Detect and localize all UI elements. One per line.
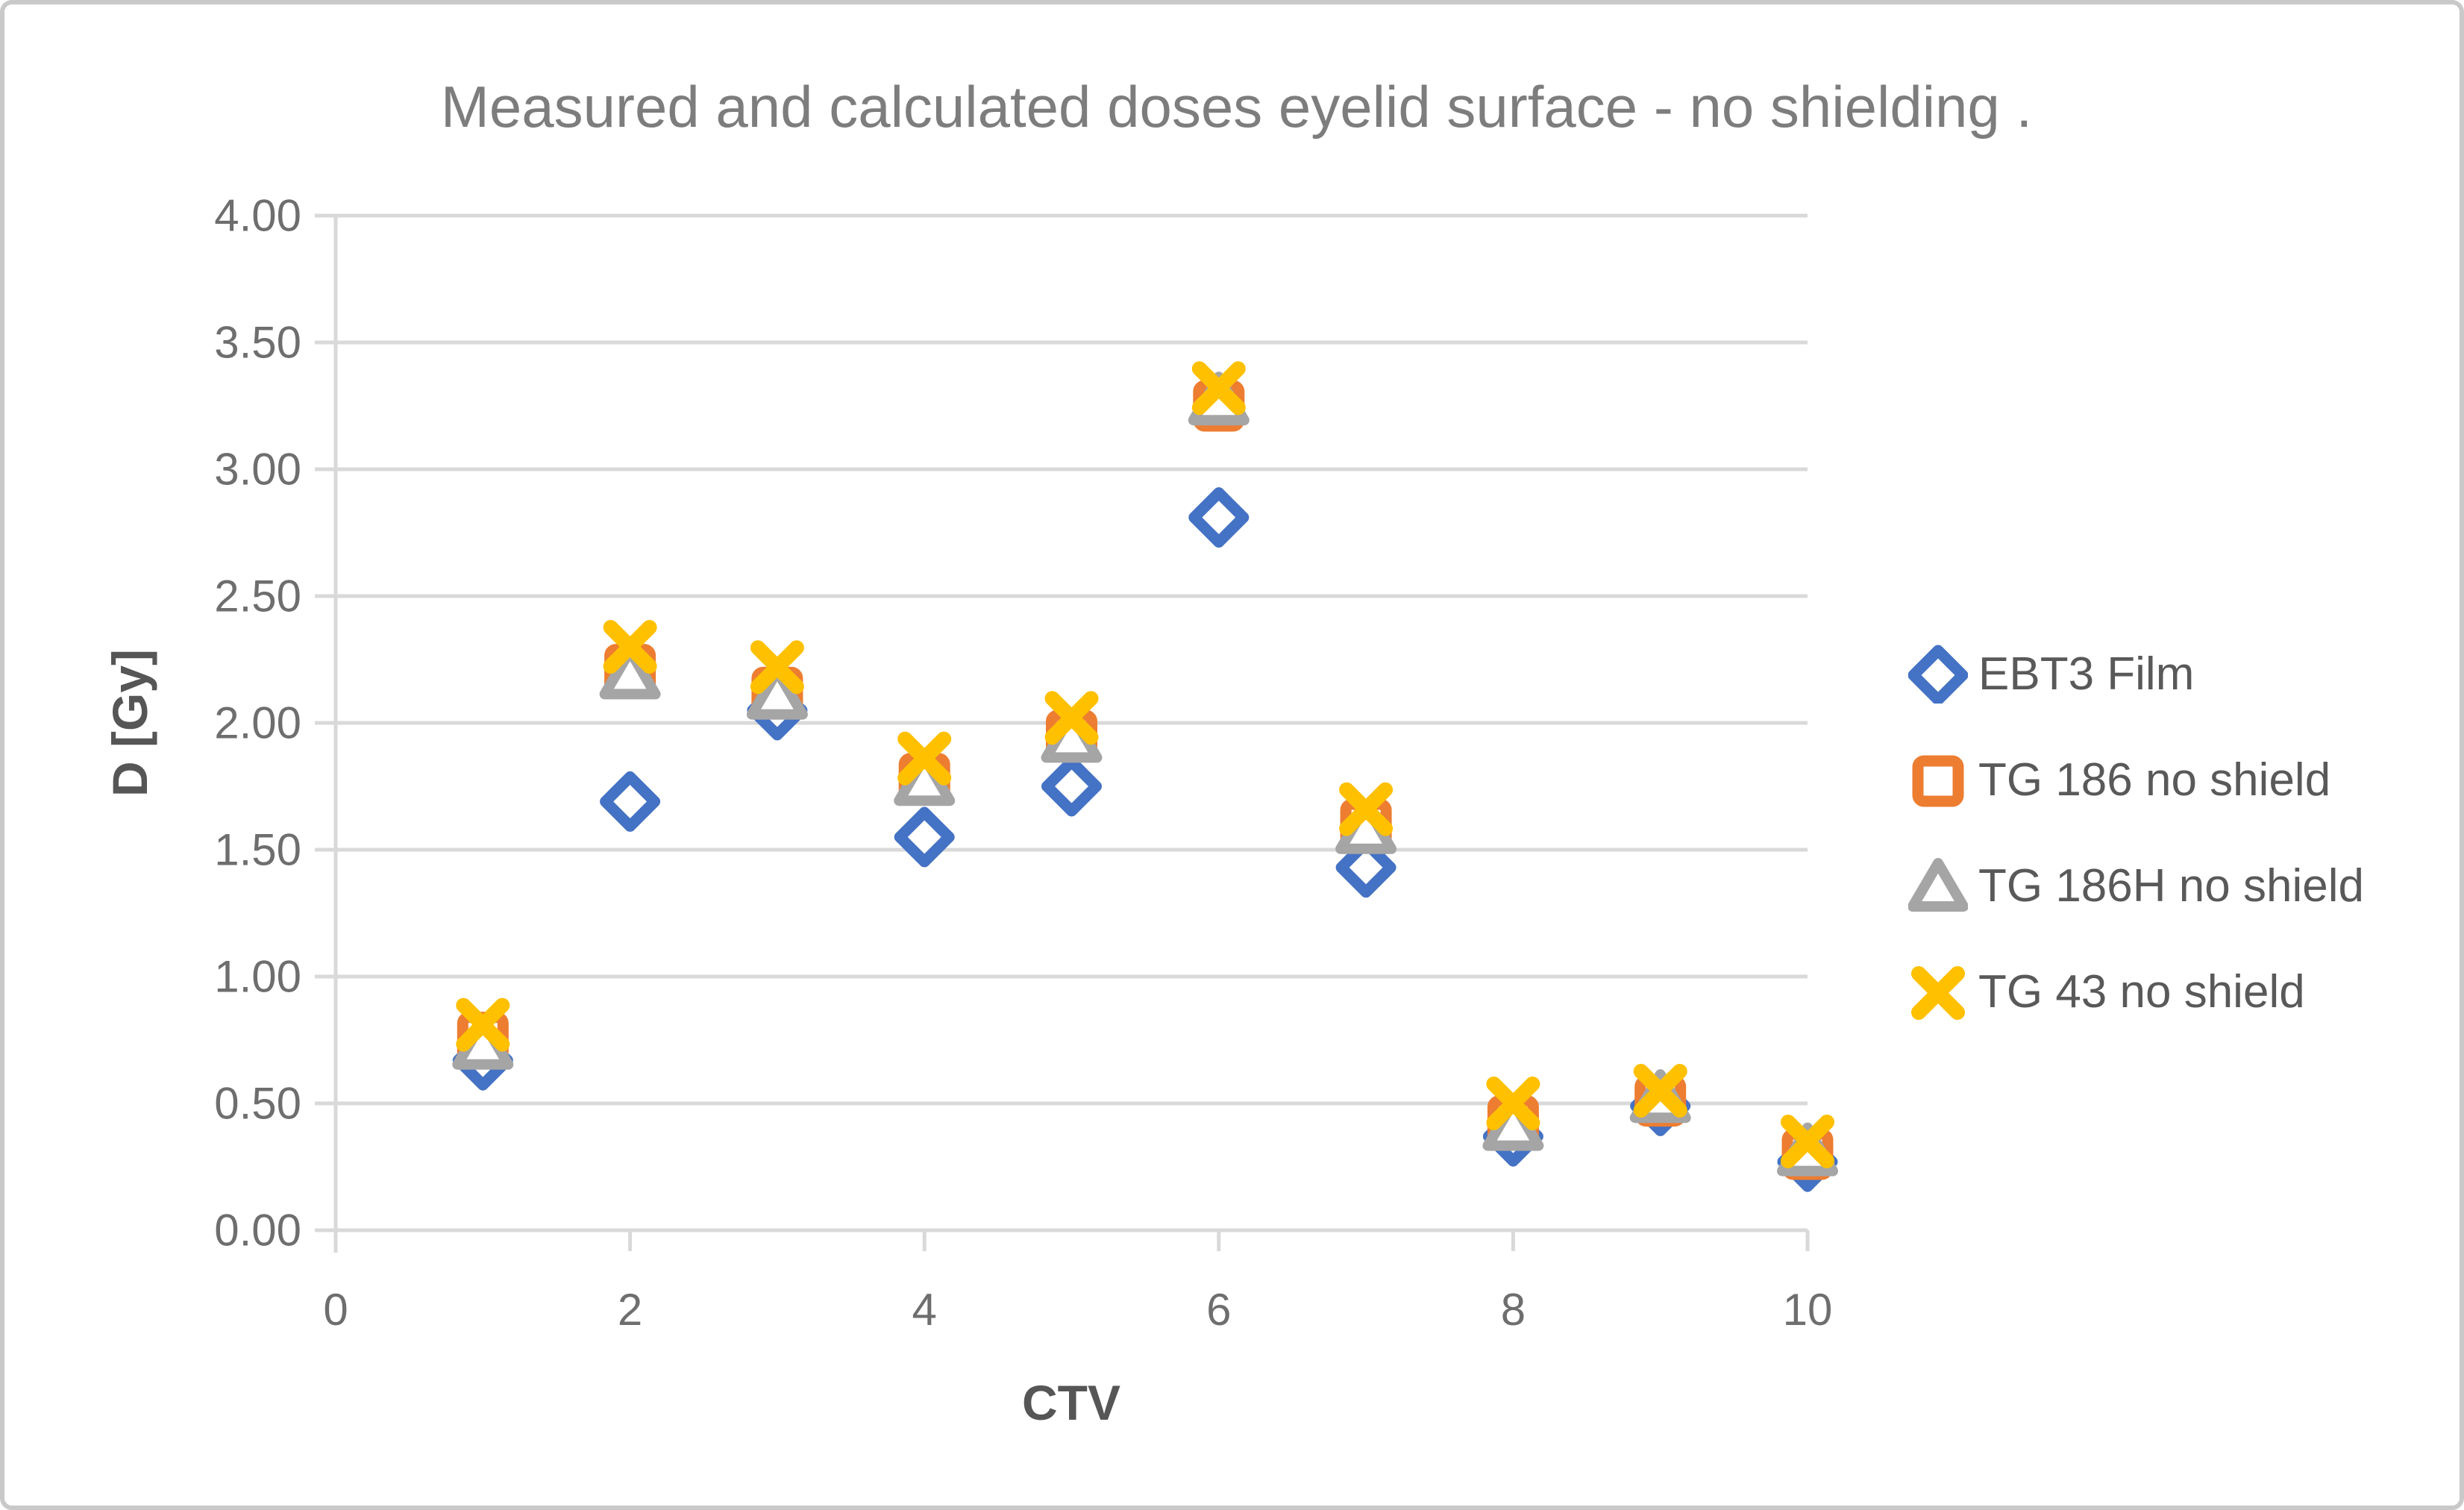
- data-point-x-marker: [1191, 361, 1246, 416]
- x-tick-label: 0: [323, 1285, 348, 1335]
- data-point-triangle-marker: [1908, 858, 1968, 912]
- y-tick-label: 1.00: [214, 951, 301, 1002]
- legend-item-tg-186h-no-shield: TG 186H no shield: [1908, 833, 2364, 939]
- x-tick-label: 10: [1782, 1285, 1833, 1335]
- data-point-x-marker: [1911, 966, 1965, 1020]
- legend-label: EBT3 Film: [1978, 648, 2195, 700]
- data-point-diamond-marker: [1335, 837, 1396, 898]
- x-axis-title: CTV: [1022, 1375, 1120, 1430]
- y-tick-label: 1.50: [214, 824, 301, 875]
- legend-square-icon: [1912, 755, 1964, 807]
- legend-x-icon: [1911, 966, 1965, 1020]
- data-point-x-marker: [897, 731, 952, 786]
- x-tick-label: 4: [912, 1285, 937, 1335]
- data-point-x-marker: [1486, 1077, 1540, 1130]
- legend-triangle-icon: [1908, 858, 1968, 912]
- data-point-x-marker: [1781, 1115, 1834, 1168]
- legend-label: TG 186 no shield: [1978, 754, 2331, 806]
- data-point-diamond-marker: [1041, 756, 1102, 817]
- data-point-diamond-marker: [600, 771, 661, 832]
- data-point-square-marker: [1912, 755, 1964, 807]
- legend: EBT3 Film TG 186 no shield TG 186H no shie…: [1908, 621, 2364, 1044]
- plot-area: [315, 213, 1838, 1253]
- series-tg-186-no-shield: [457, 380, 1834, 1180]
- data-point-x-marker: [750, 640, 804, 695]
- x-tick-label: 8: [1500, 1285, 1526, 1335]
- data-point-triangle-marker: [599, 645, 661, 700]
- data-point-x-marker: [1633, 1064, 1687, 1118]
- legend-diamond-icon: [1908, 645, 1968, 704]
- y-tick-label: 3.50: [214, 317, 301, 368]
- y-tick-label: 0.00: [214, 1205, 301, 1256]
- series-tg-186h-no-shield: [452, 372, 1838, 1177]
- legend-item-ebt3-film: EBT3 Film: [1908, 621, 2364, 727]
- data-point-x-marker: [603, 620, 657, 674]
- y-tick-label: 2.50: [214, 571, 301, 621]
- x-tick-label: 6: [1206, 1285, 1232, 1335]
- y-tick-label: 3.00: [214, 444, 301, 495]
- series-tg-43-no-shield: [456, 361, 1834, 1168]
- y-tick-label: 4.00: [214, 190, 301, 241]
- data-point-x-marker: [1044, 691, 1099, 745]
- data-point-triangle-marker: [746, 665, 808, 720]
- data-point-x-marker: [1339, 782, 1394, 836]
- data-point-diamond-marker: [1188, 487, 1250, 548]
- y-tick-label: 0.50: [214, 1078, 301, 1129]
- x-tick-label: 2: [617, 1285, 643, 1335]
- legend-label: TG 43 no shield: [1978, 965, 2305, 1018]
- legend-item-tg-43-no-shield: TG 43 no shield: [1908, 939, 2364, 1044]
- legend-label: TG 186H no shield: [1978, 859, 2364, 912]
- data-point-diamond-marker: [1908, 645, 1968, 704]
- chart-title: Measured and calculated doses eyelid sur…: [440, 74, 2033, 140]
- data-point-diamond-marker: [894, 806, 955, 868]
- legend-item-tg-186-no-shield: TG 186 no shield: [1908, 727, 2364, 833]
- y-tick-label: 2.00: [214, 698, 301, 748]
- y-axis-title: D [Gy]: [102, 649, 157, 797]
- data-point-x-marker: [456, 997, 510, 1052]
